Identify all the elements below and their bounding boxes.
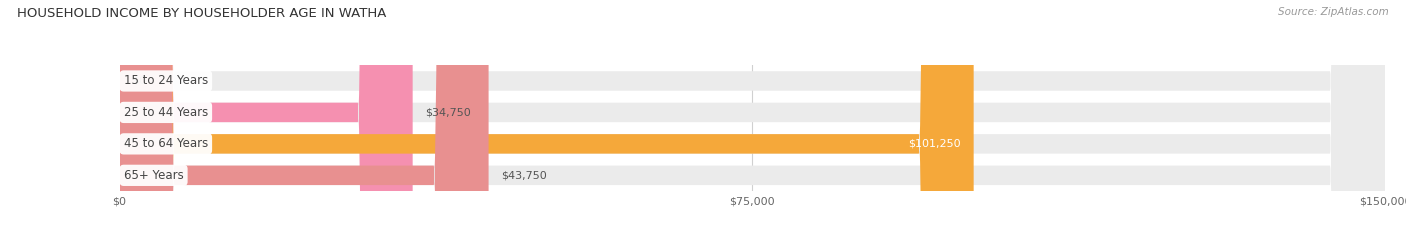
- Text: HOUSEHOLD INCOME BY HOUSEHOLDER AGE IN WATHA: HOUSEHOLD INCOME BY HOUSEHOLDER AGE IN W…: [17, 7, 387, 20]
- FancyBboxPatch shape: [120, 0, 1385, 233]
- FancyBboxPatch shape: [120, 0, 1385, 233]
- FancyBboxPatch shape: [120, 0, 1385, 233]
- Text: $0: $0: [132, 76, 146, 86]
- Text: Source: ZipAtlas.com: Source: ZipAtlas.com: [1278, 7, 1389, 17]
- FancyBboxPatch shape: [120, 0, 413, 233]
- FancyBboxPatch shape: [120, 0, 974, 233]
- FancyBboxPatch shape: [120, 0, 1385, 233]
- Text: $101,250: $101,250: [908, 139, 962, 149]
- Text: 65+ Years: 65+ Years: [124, 169, 183, 182]
- Text: $34,750: $34,750: [425, 107, 471, 117]
- Text: 15 to 24 Years: 15 to 24 Years: [124, 75, 208, 87]
- Text: $43,750: $43,750: [502, 170, 547, 180]
- Text: 45 to 64 Years: 45 to 64 Years: [124, 137, 208, 150]
- Text: 25 to 44 Years: 25 to 44 Years: [124, 106, 208, 119]
- FancyBboxPatch shape: [120, 0, 489, 233]
